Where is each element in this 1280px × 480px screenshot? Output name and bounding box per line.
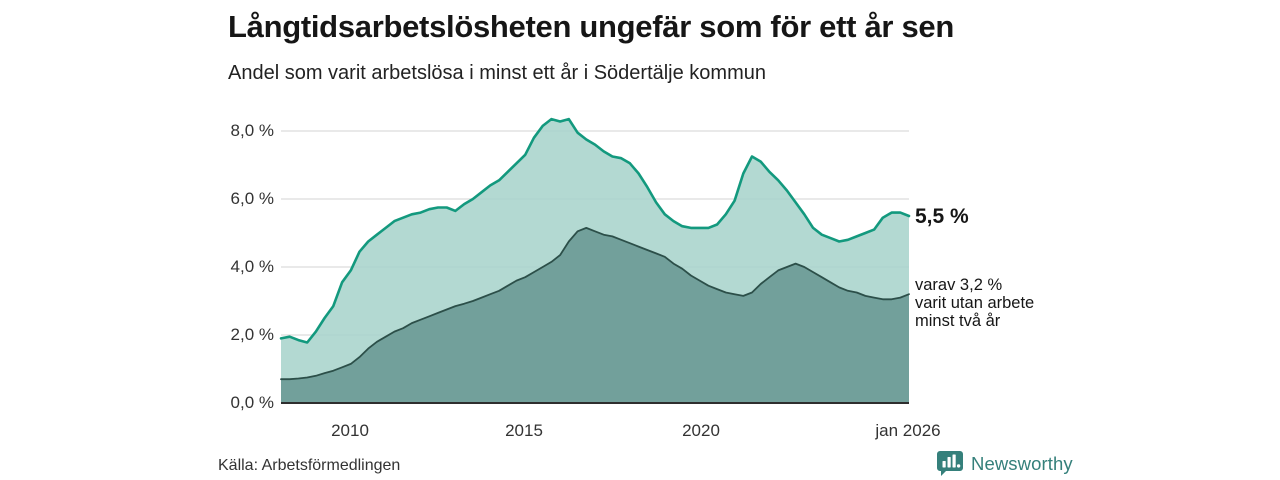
page-title: Långtidsarbetslösheten ungefär som för e… [228,9,955,44]
two-years-line-3: minst två år [915,312,1001,330]
two-years-line-1: varav 3,2 % [915,276,1003,294]
source-attribution: Källa: Arbetsförmedlingen [218,457,401,474]
x-axis-tick-jan-2026: jan 2026 [875,421,941,440]
y-axis-tick-0: 0,0 % [230,393,274,412]
y-axis-tick-8: 8,0 % [230,121,274,140]
two-years-line-2: varit utan arbete [915,294,1035,312]
y-axis-tick-2: 2,0 % [230,325,274,344]
chart-subtitle: Andel som varit arbetslösa i minst ett å… [228,62,766,84]
y-axis-tick-6: 6,0 % [230,189,274,208]
y-axis-tick-4: 4,0 % [230,257,274,276]
end-value-label-two-years: varav 3,2 % varit utan arbete minst två … [915,276,1034,330]
x-axis-tick-2010: 2010 [331,421,369,440]
newsworthy-bar-chart-icon [937,451,963,476]
end-value-label-total: 5,5 % [915,205,969,228]
x-axis-tick-2020: 2020 [682,421,720,440]
x-axis-tick-2015: 2015 [505,421,543,440]
newsworthy-wordmark: Newsworthy [971,452,1073,474]
newsworthy-logo[interactable]: Newsworthy [936,450,1073,477]
